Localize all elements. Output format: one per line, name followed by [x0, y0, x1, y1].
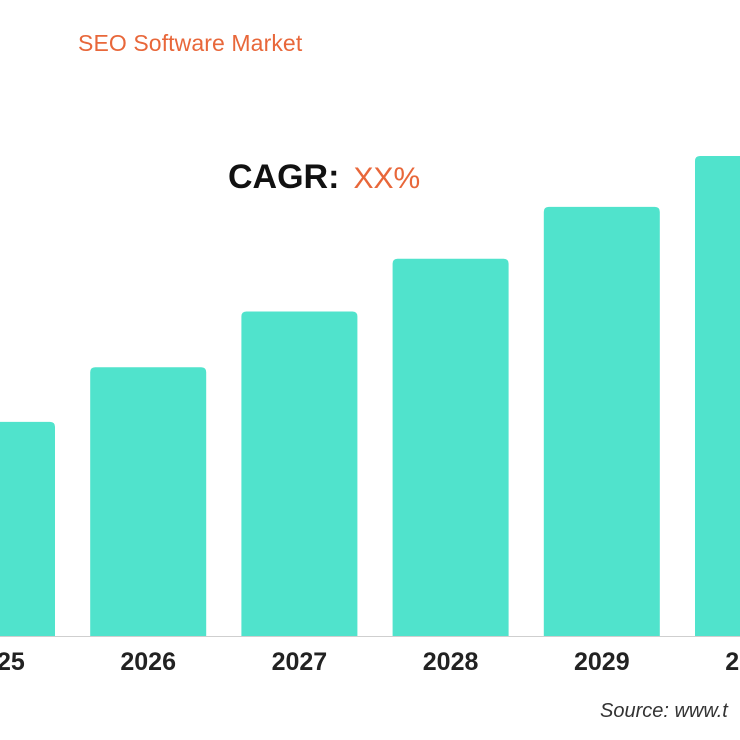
x-tick-2030: 2030: [725, 648, 740, 676]
cagr-label: CAGR:: [228, 158, 340, 196]
x-tick-2029: 2029: [574, 648, 630, 676]
cagr-value: XX%: [353, 162, 421, 195]
bar-2028: [392, 258, 509, 636]
x-tick-2027: 2027: [272, 648, 328, 676]
bar-2029: [543, 206, 660, 636]
x-tick-2025: 2025: [0, 648, 25, 676]
bar-2027: [241, 311, 358, 636]
cagr-annotation: CAGR: XX%: [228, 160, 420, 194]
source-note: Source: www.t: [600, 700, 728, 722]
chart-title: SEO Software Market: [78, 30, 303, 56]
bar-2025: [0, 421, 55, 636]
bar-2026: [90, 367, 207, 636]
bar-2030: [695, 156, 740, 636]
x-tick-2026: 2026: [120, 648, 176, 676]
x-tick-2028: 2028: [423, 648, 479, 676]
